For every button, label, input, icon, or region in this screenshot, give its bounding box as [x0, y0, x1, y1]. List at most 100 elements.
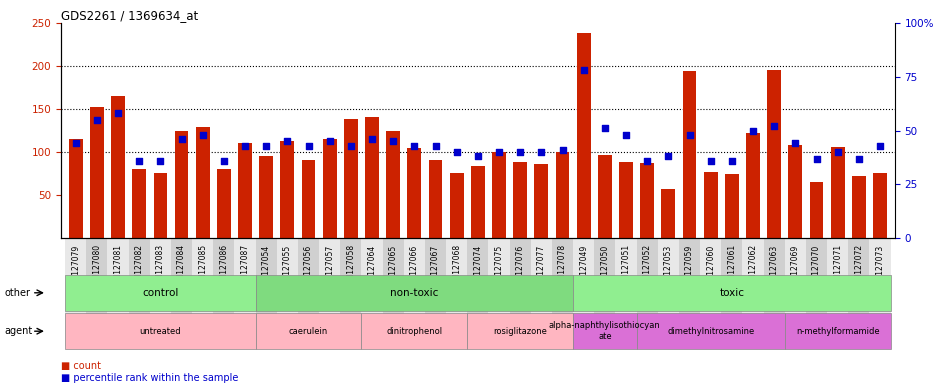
Point: [195, 132, 210, 138]
Bar: [847, 238, 869, 346]
Bar: [534, 164, 548, 238]
Bar: [111, 96, 124, 238]
Bar: [639, 163, 653, 238]
Bar: [86, 238, 108, 346]
Bar: [763, 238, 784, 346]
Point: [681, 132, 696, 138]
Bar: [132, 169, 146, 238]
Point: [238, 142, 253, 149]
Bar: [90, 108, 104, 238]
Bar: [830, 147, 843, 238]
Point: [618, 132, 633, 138]
Bar: [530, 238, 551, 346]
Bar: [593, 238, 615, 346]
Point: [512, 149, 527, 155]
Bar: [196, 127, 210, 238]
Text: GDS2261 / 1369634_at: GDS2261 / 1369634_at: [61, 9, 197, 22]
Bar: [170, 238, 192, 346]
Point: [470, 153, 485, 159]
Bar: [869, 238, 889, 346]
Bar: [597, 155, 611, 238]
Bar: [787, 145, 801, 238]
Point: [554, 147, 569, 153]
Bar: [340, 238, 361, 346]
Point: [787, 141, 802, 147]
Bar: [403, 238, 425, 346]
Bar: [488, 238, 509, 346]
Bar: [784, 238, 805, 346]
Bar: [108, 238, 128, 346]
Point: [89, 117, 104, 123]
Bar: [699, 238, 721, 346]
Point: [639, 157, 654, 164]
Bar: [344, 119, 358, 238]
Point: [871, 142, 886, 149]
Bar: [319, 238, 340, 346]
Point: [534, 149, 548, 155]
Bar: [449, 173, 463, 238]
Bar: [745, 133, 759, 238]
Text: untreated: untreated: [139, 327, 181, 336]
Bar: [577, 33, 590, 238]
Point: [280, 138, 295, 144]
Point: [448, 149, 463, 155]
Bar: [767, 70, 781, 238]
Point: [808, 156, 823, 162]
Bar: [298, 238, 319, 346]
Bar: [280, 141, 294, 238]
Bar: [615, 238, 636, 346]
Bar: [826, 238, 847, 346]
Point: [216, 157, 231, 164]
Bar: [872, 173, 886, 238]
Bar: [382, 238, 403, 346]
Bar: [386, 131, 400, 238]
Bar: [238, 144, 252, 238]
Bar: [703, 172, 717, 238]
Point: [68, 141, 83, 147]
Bar: [361, 238, 382, 346]
Point: [386, 138, 401, 144]
Bar: [259, 156, 272, 238]
Bar: [551, 238, 573, 346]
Point: [660, 153, 675, 159]
Text: ■ count: ■ count: [61, 361, 101, 371]
Bar: [471, 166, 484, 238]
Bar: [323, 139, 336, 238]
Point: [110, 110, 125, 116]
Bar: [657, 238, 679, 346]
Bar: [509, 238, 530, 346]
Bar: [365, 117, 378, 238]
Bar: [619, 162, 632, 238]
Point: [300, 142, 315, 149]
Bar: [555, 152, 569, 238]
Bar: [741, 238, 763, 346]
Text: dimethylnitrosamine: dimethylnitrosamine: [666, 327, 753, 336]
Bar: [128, 238, 150, 346]
Bar: [661, 189, 675, 238]
Bar: [682, 71, 695, 238]
Point: [491, 149, 506, 155]
Text: non-toxic: non-toxic: [389, 288, 438, 298]
Point: [132, 157, 147, 164]
Bar: [805, 238, 826, 346]
Bar: [467, 238, 488, 346]
Bar: [68, 139, 82, 238]
Bar: [679, 238, 699, 346]
Bar: [573, 238, 593, 346]
Bar: [851, 176, 865, 238]
Bar: [256, 238, 276, 346]
Point: [343, 142, 358, 149]
Point: [597, 125, 612, 131]
Bar: [154, 173, 168, 238]
Bar: [724, 174, 738, 238]
Point: [428, 142, 443, 149]
Bar: [491, 152, 505, 238]
Bar: [513, 162, 527, 238]
Point: [745, 127, 760, 134]
Text: dinitrophenol: dinitrophenol: [386, 327, 442, 336]
Bar: [428, 160, 442, 238]
Bar: [446, 238, 467, 346]
Point: [576, 67, 591, 73]
Text: alpha-naphthylisothiocyan
ate: alpha-naphthylisothiocyan ate: [548, 321, 660, 341]
Point: [174, 136, 189, 142]
